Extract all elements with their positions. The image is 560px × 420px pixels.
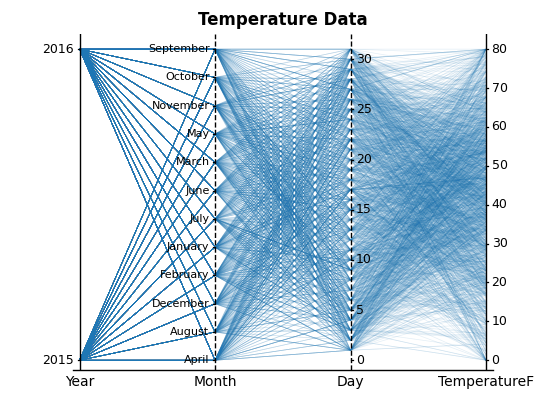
Text: August: August [170, 327, 209, 337]
Text: 10: 10 [492, 315, 507, 328]
Text: October: October [165, 72, 209, 82]
Text: 5: 5 [356, 304, 364, 317]
Text: September: September [148, 44, 209, 54]
Text: December: December [152, 299, 209, 309]
Text: 25: 25 [356, 103, 372, 116]
Text: 40: 40 [492, 198, 507, 211]
Text: January: January [167, 242, 209, 252]
Text: March: March [175, 157, 209, 167]
Text: April: April [184, 355, 209, 365]
Text: 30: 30 [492, 237, 507, 250]
Text: 2016: 2016 [43, 43, 74, 56]
Text: 2015: 2015 [42, 354, 74, 367]
Text: 0: 0 [492, 354, 500, 367]
Text: May: May [186, 129, 209, 139]
Text: 60: 60 [492, 121, 507, 134]
Text: February: February [160, 270, 209, 281]
Text: 80: 80 [492, 43, 507, 56]
Text: 10: 10 [356, 253, 372, 266]
Text: 15: 15 [356, 203, 372, 216]
Text: July: July [189, 214, 209, 224]
Title: Temperature Data: Temperature Data [198, 11, 367, 29]
Text: 50: 50 [492, 159, 507, 172]
Text: 20: 20 [356, 153, 372, 166]
Text: November: November [152, 101, 209, 111]
Text: 70: 70 [492, 81, 507, 94]
Text: June: June [185, 186, 209, 196]
Text: 30: 30 [356, 52, 372, 66]
Text: 20: 20 [492, 276, 507, 289]
Text: 0: 0 [356, 354, 364, 367]
